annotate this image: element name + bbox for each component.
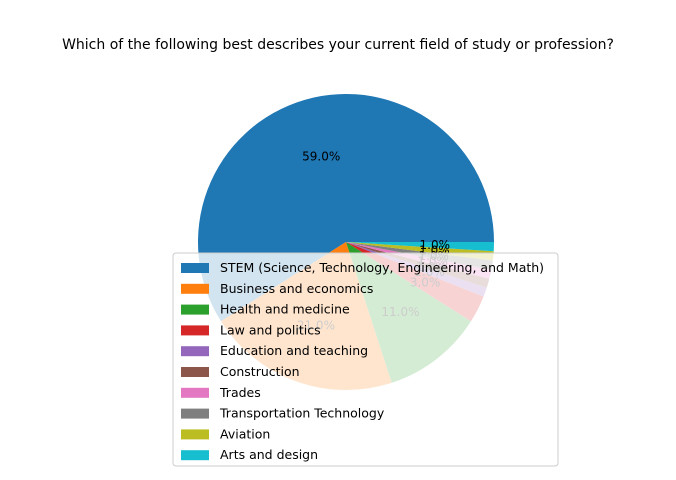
legend-swatch: [181, 429, 209, 440]
legend-label: Health and medicine: [220, 302, 350, 317]
legend-swatch: [181, 263, 209, 273]
legend-swatch: [181, 450, 209, 461]
legend-swatch: [181, 283, 209, 294]
legend-box: [172, 252, 559, 467]
legend-swatch: [181, 346, 209, 357]
legend-label: Construction: [220, 364, 300, 379]
legend-label: Transportation Technology: [219, 406, 385, 421]
legend-label: Aviation: [220, 426, 270, 441]
slice-percent-label: 59.0%: [302, 150, 340, 164]
legend-swatch: [181, 325, 209, 336]
slice-percent-label: 1.0%: [420, 238, 451, 252]
legend-swatch: [181, 408, 209, 419]
legend-label: Trades: [219, 385, 261, 400]
chart-title: Which of the following best describes yo…: [62, 37, 614, 53]
legend-swatch: [181, 367, 209, 377]
legend-swatch: [181, 304, 209, 315]
legend-label: Arts and design: [220, 447, 318, 462]
legend: STEM (Science, Technology, Engineering, …: [172, 252, 559, 467]
legend-label: STEM (Science, Technology, Engineering, …: [220, 260, 544, 275]
legend-label: Law and politics: [220, 322, 321, 337]
legend-label: Education and teaching: [220, 343, 368, 358]
legend-label: Business and economics: [220, 281, 373, 296]
pie-slice: [346, 242, 494, 252]
legend-swatch: [181, 387, 209, 398]
